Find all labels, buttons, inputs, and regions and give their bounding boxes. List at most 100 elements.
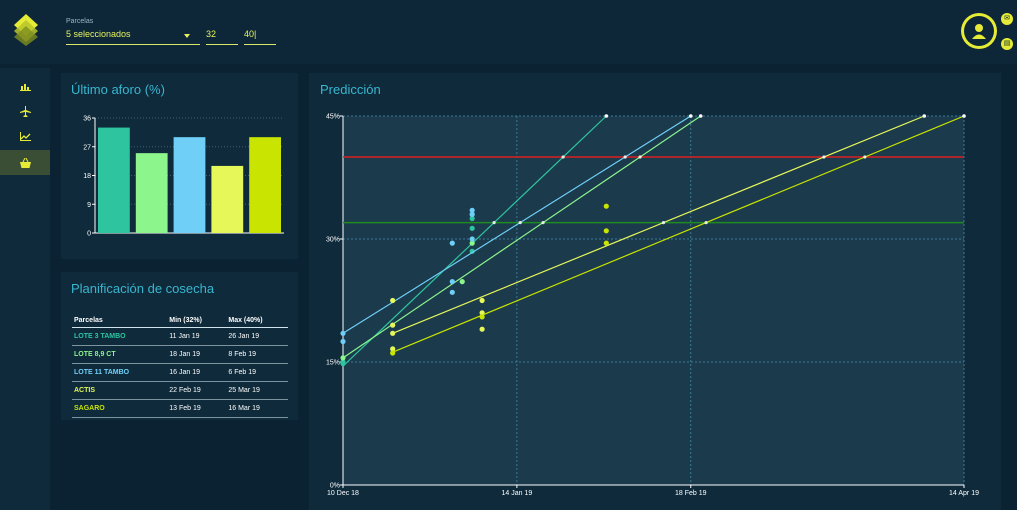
x-tick-label: 14 Jan 19 — [502, 490, 533, 497]
table-row: SAGARO 13 Feb 19 16 Mar 19 — [72, 399, 288, 418]
column-header-max: Max (40%) — [226, 314, 288, 328]
threshold-crossing-point — [541, 221, 545, 225]
table-cell-name: SAGARO — [72, 399, 168, 418]
table-cell-name: LOTE 8,9 CT — [72, 345, 168, 364]
series-end-point — [688, 114, 693, 118]
series-end-point — [698, 114, 703, 118]
series-line-3 — [392, 115, 925, 334]
table-cell-max: 6 Feb 19 — [226, 363, 288, 382]
settings-icon[interactable]: ▤ — [1001, 38, 1013, 50]
data-point — [390, 297, 396, 304]
table-cell-max: 25 Mar 19 — [226, 381, 288, 400]
data-point — [603, 228, 609, 234]
data-point — [479, 326, 485, 332]
table-cell-max: 8 Feb 19 — [226, 345, 288, 364]
max-percent-input[interactable]: 40| — [244, 29, 276, 45]
threshold-crossing-point — [822, 155, 826, 159]
bar-chart-icon — [19, 84, 31, 91]
series-line-4 — [392, 115, 965, 353]
sidebar-item-bar-chart[interactable] — [0, 74, 50, 99]
data-point — [449, 279, 455, 285]
y-tick-label: 18 — [83, 173, 91, 180]
plot-area — [343, 116, 964, 485]
table-cell-max: 26 Jan 19 — [226, 327, 288, 346]
sidebar-item-plane[interactable] — [0, 99, 50, 124]
data-point — [459, 279, 465, 285]
y-tick-label: 15% — [326, 360, 340, 367]
sidebar-item-line-chart[interactable] — [0, 124, 50, 149]
prediccion-title: Predicción — [320, 82, 381, 97]
data-point — [603, 240, 609, 246]
y-tick-label: 36 — [83, 116, 91, 123]
table-row: LOTE 8,9 CT 18 Jan 19 8 Feb 19 — [72, 345, 288, 364]
y-tick-label: 45% — [326, 114, 340, 121]
table-row: ACTIS 22 Feb 19 25 Mar 19 — [72, 381, 288, 400]
x-tick-label: 14 Apr 19 — [949, 490, 979, 497]
parcelas-select[interactable]: 5 seleccionados — [66, 29, 200, 45]
mail-icon[interactable]: ✉ — [1001, 13, 1013, 25]
table-cell-min: 11 Jan 19 — [167, 327, 227, 346]
column-header-min: Min (32%) — [167, 314, 227, 328]
data-point — [449, 240, 455, 246]
table-row: LOTE 3 TAMBO 11 Jan 19 26 Jan 19 — [72, 327, 288, 346]
table-cell-min: 16 Jan 19 — [167, 363, 227, 382]
data-point — [469, 248, 475, 254]
data-point — [469, 225, 475, 231]
sidebar — [0, 68, 50, 510]
table-row: LOTE 11 TAMBO 16 Jan 19 6 Feb 19 — [72, 363, 288, 382]
series-end-point — [922, 114, 927, 118]
threshold-crossing-point — [704, 221, 708, 225]
data-point — [479, 314, 485, 320]
data-point — [340, 338, 346, 345]
bar-lote-3-tambo — [98, 127, 130, 233]
aforo-title: Último aforo (%) — [71, 82, 165, 97]
data-point — [479, 297, 485, 304]
table-header-row: Parcelas Min (32%) Max (40%) — [72, 314, 288, 328]
data-point — [390, 346, 396, 352]
bar-sagaro — [249, 137, 281, 233]
threshold-crossing-point — [561, 155, 565, 159]
harvest-table: Parcelas Min (32%) Max (40%) LOTE 3 TAMB… — [72, 314, 288, 418]
column-header-parcelas: Parcelas — [72, 314, 168, 328]
data-point — [390, 330, 396, 336]
data-point — [340, 361, 346, 367]
data-point — [340, 355, 346, 361]
data-point — [469, 236, 475, 242]
prediction-line-chart: 10 Dec 18 14 Jan 19 18 Feb 19 14 Apr 19 0% 15… — [326, 114, 979, 498]
plane-icon — [19, 106, 31, 117]
sidebar-item-basket[interactable] — [0, 150, 50, 175]
table-cell-min: 18 Jan 19 — [167, 345, 227, 364]
data-point — [603, 203, 609, 209]
y-tick-label: 0% — [330, 483, 340, 490]
y-tick-label: 0 — [87, 231, 91, 238]
top-bar: Parcelas 5 seleccionados 32 40| ✉ ▤ — [0, 0, 1017, 64]
parcelas-label: Parcelas — [66, 18, 94, 25]
x-tick-label: 18 Feb 19 — [675, 490, 707, 497]
data-point — [449, 289, 455, 295]
avatar[interactable] — [961, 13, 997, 49]
bar-lote-11-tambo — [173, 137, 206, 233]
data-point — [340, 330, 346, 336]
threshold-crossing-point — [863, 155, 867, 159]
x-tick-label: 10 Dec 18 — [327, 490, 359, 497]
chevron-down-icon — [184, 34, 190, 38]
data-point — [469, 207, 475, 213]
bar-lote-8-9-ct — [135, 153, 168, 233]
cosecha-title: Planificación de cosecha — [71, 281, 215, 296]
parcelas-select-value: 5 seleccionados — [66, 29, 131, 39]
basket-icon — [19, 157, 31, 168]
series-line-2 — [342, 115, 692, 334]
threshold-crossing-point — [623, 155, 627, 159]
table-cell-max: 16 Mar 19 — [226, 399, 288, 418]
y-tick-label: 30% — [326, 237, 340, 244]
series-end-point — [962, 114, 966, 118]
data-point — [469, 240, 475, 246]
data-point — [469, 211, 475, 217]
logo-icon — [14, 14, 38, 46]
threshold-crossing-point — [661, 221, 666, 225]
data-point — [390, 350, 396, 356]
min-percent-input[interactable]: 32 — [206, 29, 238, 45]
bar-actis — [211, 165, 244, 233]
table-cell-name: LOTE 3 TAMBO — [72, 327, 168, 346]
y-tick-label: 9 — [87, 202, 91, 209]
